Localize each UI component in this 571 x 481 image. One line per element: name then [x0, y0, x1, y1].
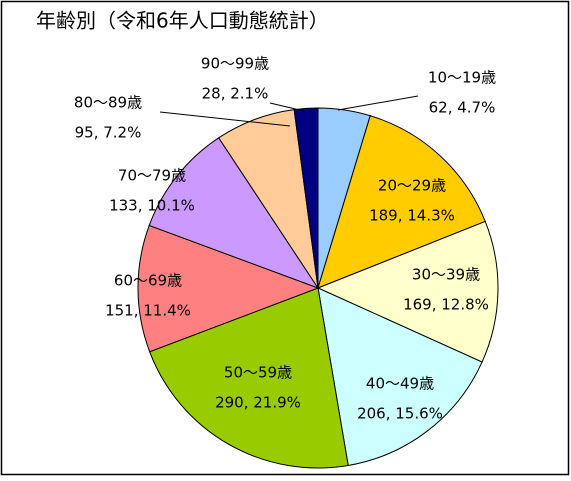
pie-slice [317, 115, 486, 289]
slice-label: 30〜39歳 [412, 266, 480, 284]
value-label: 133, 10.1% [109, 197, 195, 215]
slice-label: 60〜69歳 [114, 272, 182, 290]
value-label: 151, 11.4% [105, 302, 191, 320]
pie-slice [293, 107, 319, 289]
slice-label: 50〜59歳 [224, 364, 292, 382]
slice-label: 10〜19歳 [428, 69, 496, 87]
slice-label: 80〜89歳 [74, 94, 142, 112]
value-label: 290, 21.9% [215, 394, 301, 412]
slice-label: 90〜99歳 [201, 55, 269, 73]
leader-lines [159, 95, 419, 127]
leader-line [159, 111, 291, 127]
value-label: 206, 15.6% [357, 405, 443, 423]
slice-label: 40〜49歳 [366, 375, 434, 393]
pie-slice [316, 220, 499, 363]
value-label: 95, 7.2% [75, 124, 142, 142]
value-label: 62, 4.7% [429, 99, 496, 117]
leader-line [269, 102, 305, 112]
leader-line [337, 95, 419, 111]
value-label: 28, 2.1% [202, 85, 269, 103]
value-label: 189, 14.3% [369, 207, 455, 225]
pie-slice [148, 137, 320, 290]
slice-label: 20〜29歳 [378, 177, 446, 195]
labels: 10〜19歳 62, 4.7% 20〜29歳 189, 14.3% 30〜39歳 169,… [74, 55, 496, 423]
value-label: 169, 12.8% [403, 296, 489, 314]
pie-slice [137, 224, 320, 353]
chart-title: 年齢別（令和6年人口動態統計） [36, 9, 329, 33]
pie [137, 107, 499, 469]
slice-label: 70〜79歳 [118, 167, 186, 185]
pie-slice [317, 287, 483, 467]
